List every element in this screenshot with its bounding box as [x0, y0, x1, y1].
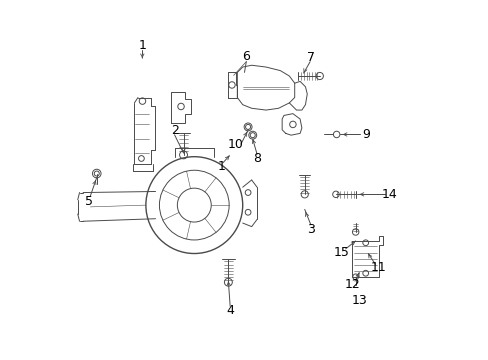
Text: 9: 9: [361, 128, 369, 141]
Text: 10: 10: [227, 138, 243, 150]
Circle shape: [248, 131, 256, 139]
Text: 4: 4: [226, 305, 234, 318]
Text: 8: 8: [252, 152, 261, 165]
Circle shape: [352, 229, 358, 235]
Circle shape: [224, 278, 232, 286]
Circle shape: [352, 274, 358, 280]
Text: 2: 2: [170, 124, 178, 137]
Text: 6: 6: [242, 50, 250, 63]
Circle shape: [333, 131, 339, 138]
Circle shape: [301, 191, 308, 198]
Circle shape: [179, 151, 187, 159]
Text: 7: 7: [306, 51, 314, 64]
Text: 1: 1: [138, 39, 146, 52]
Text: 15: 15: [333, 246, 349, 259]
Circle shape: [332, 191, 339, 198]
Circle shape: [316, 72, 323, 80]
Circle shape: [92, 169, 101, 178]
Text: 3: 3: [306, 223, 314, 236]
Text: 1: 1: [217, 160, 224, 173]
Text: 11: 11: [370, 261, 386, 274]
Text: 14: 14: [381, 188, 397, 201]
Circle shape: [244, 123, 251, 131]
Text: 12: 12: [344, 278, 359, 291]
Text: 5: 5: [85, 195, 93, 208]
Text: 13: 13: [351, 294, 366, 307]
